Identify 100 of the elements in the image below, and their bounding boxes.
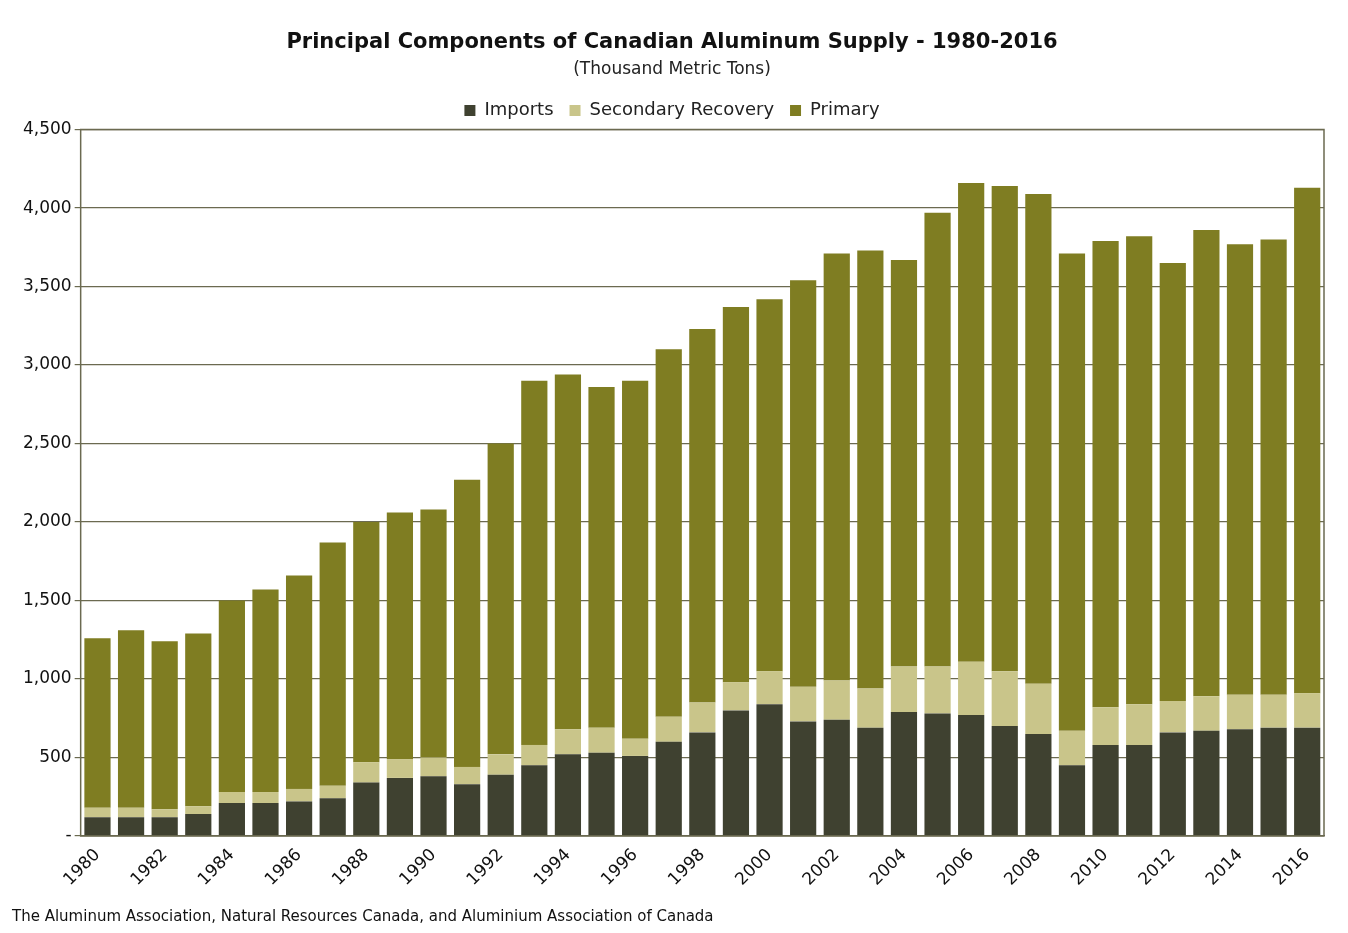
bar bbox=[588, 752, 615, 836]
bar bbox=[353, 782, 380, 836]
y-tick-label: 4,500 bbox=[23, 118, 72, 139]
bar bbox=[857, 727, 884, 836]
bar bbox=[991, 186, 1018, 672]
bar bbox=[1226, 244, 1254, 695]
bar bbox=[790, 280, 817, 687]
bar bbox=[622, 380, 649, 739]
bar bbox=[285, 788, 313, 802]
bar bbox=[1058, 730, 1086, 766]
bar bbox=[319, 798, 346, 836]
bar bbox=[1159, 732, 1186, 836]
bar bbox=[420, 776, 447, 836]
bar bbox=[151, 817, 178, 836]
bar bbox=[655, 741, 682, 836]
bar bbox=[454, 784, 481, 836]
bar bbox=[521, 744, 548, 766]
bar bbox=[1226, 694, 1254, 730]
bar bbox=[1159, 700, 1186, 733]
bar bbox=[252, 792, 279, 804]
bar bbox=[1260, 239, 1287, 695]
bar bbox=[991, 671, 1018, 727]
bar bbox=[84, 817, 111, 836]
bar bbox=[218, 792, 245, 804]
bar bbox=[353, 762, 380, 783]
bar bbox=[218, 600, 245, 793]
bar bbox=[924, 713, 951, 836]
y-tick-label: 500 bbox=[39, 745, 72, 766]
bar bbox=[1193, 696, 1220, 731]
bar bbox=[487, 774, 514, 836]
y-tick-label: 2,500 bbox=[23, 431, 72, 452]
legend-label: Secondary Recovery bbox=[589, 98, 775, 120]
bar bbox=[218, 803, 245, 836]
bar bbox=[117, 630, 145, 808]
bar bbox=[1193, 730, 1220, 836]
chart-subtitle: (Thousand Metric Tons) bbox=[573, 57, 771, 78]
bar bbox=[521, 765, 548, 836]
bar bbox=[1058, 253, 1086, 731]
bar bbox=[890, 666, 918, 712]
bar bbox=[958, 715, 985, 836]
bar bbox=[185, 633, 212, 807]
bar bbox=[1092, 241, 1119, 708]
bar bbox=[622, 738, 649, 756]
bar bbox=[1226, 729, 1254, 836]
bar bbox=[722, 306, 750, 683]
bar bbox=[790, 686, 817, 722]
y-tick-label: - bbox=[65, 824, 72, 845]
bar bbox=[185, 806, 212, 815]
y-tick-label: 2,000 bbox=[23, 510, 72, 531]
bar bbox=[857, 688, 884, 728]
y-tick-label: 3,000 bbox=[23, 353, 72, 374]
bar bbox=[151, 809, 178, 818]
bar bbox=[588, 387, 615, 728]
legend-label: Primary bbox=[810, 98, 880, 120]
bar bbox=[823, 719, 850, 836]
bar bbox=[420, 509, 447, 758]
bar bbox=[319, 542, 346, 786]
bar bbox=[890, 259, 918, 667]
bar bbox=[1092, 707, 1119, 745]
bar bbox=[689, 328, 716, 703]
bar bbox=[487, 754, 514, 775]
bar bbox=[285, 801, 313, 836]
bar bbox=[386, 512, 414, 760]
bar bbox=[1058, 765, 1086, 836]
bar bbox=[353, 522, 380, 763]
bar bbox=[588, 727, 615, 753]
y-tick-label: 1,000 bbox=[23, 667, 72, 688]
bar bbox=[1159, 263, 1186, 701]
bar bbox=[554, 729, 582, 755]
bar bbox=[756, 299, 783, 672]
bar bbox=[823, 680, 850, 720]
bar bbox=[756, 704, 783, 836]
bar bbox=[1025, 683, 1052, 734]
bar bbox=[185, 814, 212, 836]
y-tick-label: 4,000 bbox=[23, 196, 72, 217]
bar bbox=[554, 374, 582, 730]
bar bbox=[454, 479, 481, 767]
bar bbox=[1025, 193, 1052, 684]
bar bbox=[857, 250, 884, 689]
bar bbox=[454, 766, 481, 785]
bar bbox=[958, 182, 985, 662]
bar bbox=[1126, 236, 1153, 705]
bar bbox=[1294, 727, 1321, 836]
bar bbox=[655, 349, 682, 717]
bar bbox=[554, 754, 582, 836]
bar bbox=[117, 817, 145, 836]
text: The Aluminum Association, Natural Resources Canada, and Aluminium Association of Canada bbox=[11, 907, 714, 926]
bar bbox=[386, 759, 414, 778]
y-tick-label: 1,500 bbox=[23, 588, 72, 609]
bar bbox=[655, 716, 682, 742]
bar bbox=[1126, 744, 1153, 836]
bar bbox=[1126, 704, 1153, 745]
bar bbox=[521, 380, 548, 745]
bar bbox=[1092, 744, 1119, 836]
bar bbox=[1025, 733, 1052, 836]
bar bbox=[84, 807, 111, 818]
legend-label: Imports bbox=[484, 98, 554, 120]
bar bbox=[790, 721, 817, 836]
bar bbox=[722, 682, 750, 711]
bar bbox=[991, 726, 1018, 836]
